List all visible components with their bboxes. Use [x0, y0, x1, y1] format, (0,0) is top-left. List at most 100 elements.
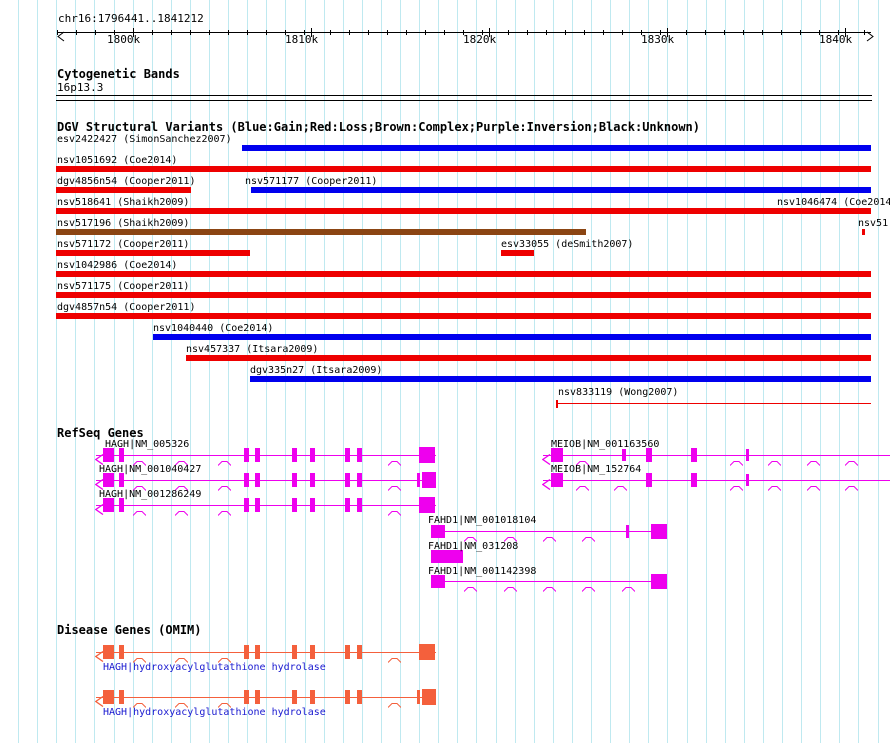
- refseq-gene-exon[interactable]: [255, 498, 260, 512]
- omim-gene-exon[interactable]: [119, 645, 124, 659]
- refseq-gene-exon[interactable]: [746, 474, 749, 486]
- variant-label[interactable]: nsv571175 (Cooper2011): [57, 281, 190, 292]
- variant-label[interactable]: nsv571177 (Cooper2011): [245, 176, 378, 187]
- refseq-gene-exon[interactable]: [244, 498, 249, 512]
- omim-gene-exon[interactable]: [255, 690, 260, 704]
- refseq-gene-exon[interactable]: [345, 473, 350, 487]
- refseq-gene-exon[interactable]: [292, 448, 297, 462]
- refseq-gene-exon[interactable]: [651, 573, 667, 589]
- refseq-gene-exon[interactable]: [357, 498, 362, 512]
- refseq-gene-exon[interactable]: [646, 473, 652, 487]
- refseq-gene-exon[interactable]: [292, 498, 297, 512]
- omim-gene-exon[interactable]: [310, 645, 315, 659]
- refseq-gene-exon[interactable]: [417, 473, 420, 487]
- variant-bar[interactable]: [56, 208, 871, 214]
- refseq-gene-label[interactable]: MEIOB|NM_152764: [551, 464, 642, 475]
- refseq-gene-exon[interactable]: [310, 448, 315, 462]
- omim-gene-exon[interactable]: [292, 645, 297, 659]
- refseq-gene-exon[interactable]: [255, 448, 260, 462]
- refseq-gene-exon[interactable]: [551, 448, 563, 462]
- omim-gene-exon[interactable]: [119, 690, 124, 704]
- refseq-gene-exon[interactable]: [691, 473, 697, 487]
- refseq-gene-exon[interactable]: [244, 473, 249, 487]
- omim-gene-exon[interactable]: [422, 689, 436, 705]
- omim-gene-exon[interactable]: [255, 645, 260, 659]
- refseq-gene-exon[interactable]: [419, 497, 435, 513]
- refseq-gene-exon[interactable]: [651, 523, 667, 539]
- variant-label[interactable]: dgv4856n54 (Cooper2011): [57, 176, 196, 187]
- omim-gene-exon[interactable]: [244, 645, 249, 659]
- omim-gene-exon[interactable]: [357, 645, 362, 659]
- variant-bar[interactable]: [56, 187, 191, 193]
- variant-bar[interactable]: [251, 187, 871, 193]
- refseq-gene-exon[interactable]: [103, 498, 114, 512]
- refseq-gene-label[interactable]: FAHD1|NM_031208: [428, 541, 519, 552]
- variant-label[interactable]: dgv335n27 (Itsara2009): [250, 365, 383, 376]
- variant-label[interactable]: nsv1051692 (Coe2014): [57, 155, 178, 166]
- variant-label[interactable]: nsv517196 (Shaikh2009): [57, 218, 190, 229]
- refseq-gene-exon[interactable]: [310, 498, 315, 512]
- variant-bar[interactable]: [56, 292, 871, 298]
- variant-bar[interactable]: [56, 166, 871, 172]
- variant-label[interactable]: nsv518641 (Shaikh2009): [57, 197, 190, 208]
- variant-bar[interactable]: [242, 145, 871, 151]
- variant-bar[interactable]: [153, 334, 871, 340]
- omim-gene-exon[interactable]: [292, 690, 297, 704]
- omim-gene-exon[interactable]: [345, 645, 350, 659]
- variant-label[interactable]: esv33055 (deSmith2007): [501, 239, 634, 250]
- omim-gene-label[interactable]: HAGH|hydroxyacylglutathione hydrolase: [103, 707, 326, 718]
- refseq-gene-exon[interactable]: [103, 473, 114, 487]
- refseq-gene-label[interactable]: HAGH|NM_001286249: [99, 489, 202, 500]
- refseq-gene-exon[interactable]: [431, 549, 463, 563]
- variant-bar[interactable]: [777, 208, 871, 214]
- variant-label[interactable]: nsv1042986 (Coe2014): [57, 260, 178, 271]
- refseq-gene-exon[interactable]: [691, 448, 697, 462]
- refseq-gene-label[interactable]: HAGH|NM_001040427: [99, 464, 202, 475]
- refseq-gene-exon[interactable]: [431, 574, 445, 588]
- variant-bar[interactable]: [250, 376, 871, 382]
- refseq-gene-exon[interactable]: [746, 449, 749, 461]
- refseq-gene-exon[interactable]: [419, 447, 435, 463]
- refseq-gene-exon[interactable]: [345, 448, 350, 462]
- variant-label[interactable]: nsv833119 (Wong2007): [558, 387, 679, 398]
- refseq-gene-exon[interactable]: [119, 498, 124, 512]
- refseq-gene-label[interactable]: FAHD1|NM_001018104: [428, 515, 537, 526]
- omim-gene-exon[interactable]: [103, 690, 114, 704]
- refseq-gene-label[interactable]: MEIOB|NM_001163560: [551, 439, 660, 450]
- omim-gene-label[interactable]: HAGH|hydroxyacylglutathione hydrolase: [103, 662, 326, 673]
- variant-bar[interactable]: [56, 271, 871, 277]
- variant-label[interactable]: nsv457337 (Itsara2009): [186, 344, 319, 355]
- omim-gene-exon[interactable]: [103, 645, 114, 659]
- omim-gene-exon[interactable]: [345, 690, 350, 704]
- refseq-gene-exon[interactable]: [357, 473, 362, 487]
- variant-label[interactable]: dgv4857n54 (Cooper2011): [57, 302, 196, 313]
- refseq-gene-exon[interactable]: [646, 448, 652, 462]
- refseq-gene-label[interactable]: FAHD1|NM_001142398: [428, 566, 537, 577]
- refseq-gene-exon[interactable]: [119, 448, 124, 462]
- refseq-gene-exon[interactable]: [103, 448, 114, 462]
- refseq-gene-exon[interactable]: [357, 448, 362, 462]
- omim-gene-exon[interactable]: [357, 690, 362, 704]
- variant-bar[interactable]: [56, 313, 871, 319]
- variant-bar[interactable]: [862, 229, 865, 235]
- refseq-gene-exon[interactable]: [551, 473, 563, 487]
- variant-label[interactable]: nsv1046474 (Coe2014: [777, 197, 890, 208]
- refseq-gene-exon[interactable]: [119, 473, 124, 487]
- omim-gene-exon[interactable]: [419, 644, 435, 660]
- refseq-gene-exon[interactable]: [310, 473, 315, 487]
- variant-bar[interactable]: [56, 229, 586, 235]
- refseq-gene-exon[interactable]: [244, 448, 249, 462]
- refseq-gene-exon[interactable]: [626, 524, 629, 538]
- variant-bar[interactable]: [186, 355, 871, 361]
- refseq-gene-exon[interactable]: [292, 473, 297, 487]
- variant-bar[interactable]: [501, 250, 534, 256]
- pan-right-arrow-icon[interactable]: [862, 27, 874, 46]
- omim-gene-exon[interactable]: [417, 690, 420, 704]
- variant-label[interactable]: nsv1040440 (Coe2014): [153, 323, 274, 334]
- variant-label[interactable]: esv2422427 (SimonSanchez2007): [57, 134, 232, 145]
- refseq-gene-exon[interactable]: [431, 524, 445, 538]
- refseq-gene-exon[interactable]: [255, 473, 260, 487]
- variant-label[interactable]: nsv51: [858, 218, 889, 229]
- variant-label[interactable]: nsv571172 (Cooper2011): [57, 239, 190, 250]
- refseq-gene-exon[interactable]: [422, 472, 436, 488]
